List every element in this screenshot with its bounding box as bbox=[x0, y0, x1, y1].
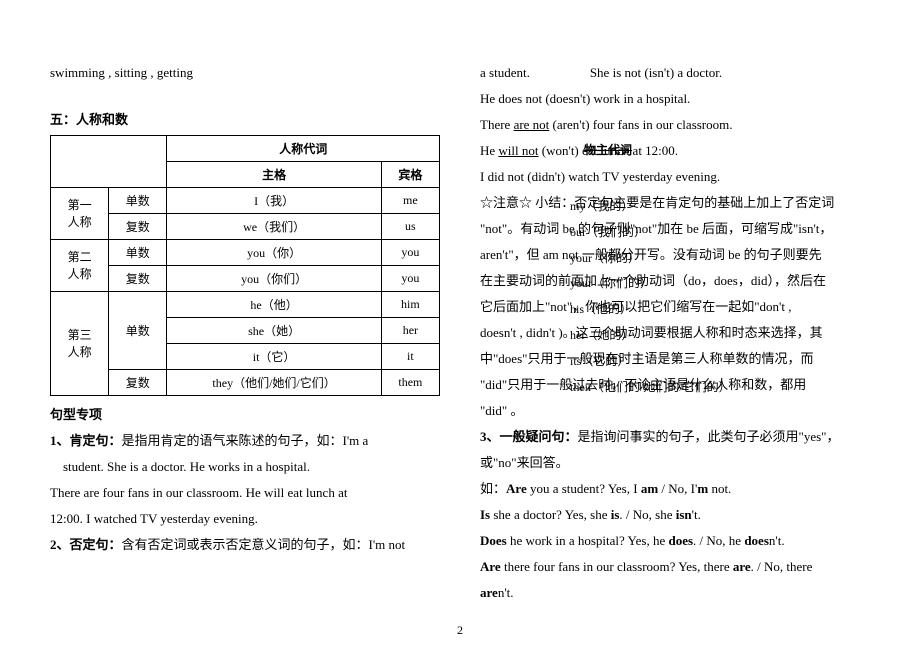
cell-i: I（我） bbox=[167, 187, 381, 213]
pronoun-table: 人称代词 主格 宾格 第一人称 单数 I（我） me 复数 we（我们） us … bbox=[50, 135, 440, 396]
cell-you-s: you（你） bbox=[167, 239, 381, 265]
possessive-cell: his（他的） bbox=[570, 297, 731, 323]
second-person-label: 第二人称 bbox=[51, 239, 109, 291]
pronoun-header: 人称代词 bbox=[167, 135, 440, 161]
cell-she: she（她） bbox=[167, 317, 381, 343]
section-five-heading: 五：人称和数 bbox=[50, 107, 440, 133]
negative-line: 2、否定句：含有否定词或表示否定意义词的句子，如：I'm not bbox=[50, 532, 440, 558]
neg-example: There are not (aren't) four fans in our … bbox=[480, 112, 870, 138]
gerund-examples: swimming , sitting , getting bbox=[50, 60, 440, 86]
subject-case-header: 主格 bbox=[167, 161, 381, 187]
plural-label: 复数 bbox=[109, 213, 167, 239]
affirmative-line: There are four fans in our classroom. He… bbox=[50, 480, 440, 506]
cell-you-so: you bbox=[381, 239, 439, 265]
possessive-cell: their（他们的/她们的/它们的） bbox=[570, 375, 731, 401]
singular-label: 单数 bbox=[109, 187, 167, 213]
note-line: "did" 。 bbox=[480, 398, 870, 424]
affirmative-line: 1、肯定句：是指用肯定的语气来陈述的句子，如：I'm a bbox=[50, 428, 440, 454]
possessive-cell: our（我们的） bbox=[570, 220, 731, 246]
third-person-label: 第三人称 bbox=[51, 291, 109, 395]
question-example: Are there four fans in our classroom? Ye… bbox=[480, 554, 870, 580]
first-person-label: 第一人称 bbox=[51, 187, 109, 239]
cell-he: he（他） bbox=[167, 291, 381, 317]
possessive-overlay: 物主代词 bbox=[508, 138, 708, 164]
plural-label: 复数 bbox=[109, 369, 167, 395]
cell-they: they（他们/她们/它们） bbox=[167, 369, 381, 395]
object-case-header: 宾格 bbox=[381, 161, 439, 187]
cell-us: us bbox=[381, 213, 439, 239]
question-example: Does he work in a hospital? Yes, he does… bbox=[480, 528, 870, 554]
affirmative-line: 12:00. I watched TV yesterday evening. bbox=[50, 506, 440, 532]
question-intro: 或"no"来回答。 bbox=[480, 450, 870, 476]
cell-them: them bbox=[381, 369, 439, 395]
possessive-cell: your（你们的） bbox=[570, 271, 731, 297]
possessive-header: 物主代词 bbox=[508, 138, 708, 164]
cell-me: me bbox=[381, 187, 439, 213]
singular-label: 单数 bbox=[109, 291, 167, 369]
possessive-overlay: my（我的） our（我们的） your（你的） your（你们的） his（他… bbox=[570, 194, 731, 400]
possessive-cell: my（我的） bbox=[570, 194, 731, 220]
cell-her: her bbox=[381, 317, 439, 343]
singular-label: 单数 bbox=[109, 239, 167, 265]
affirmative-line: student. She is a doctor. He works in a … bbox=[50, 454, 440, 480]
question-intro: 3、一般疑问句：是指询问事实的句子，此类句子必须用"yes"， bbox=[480, 424, 870, 450]
possessive-cell: your（你的） bbox=[570, 246, 731, 272]
cell-ito: it bbox=[381, 343, 439, 369]
page-number: 2 bbox=[457, 623, 463, 638]
sentence-section-heading: 句型专项 bbox=[50, 402, 440, 428]
possessive-cell: her（她的） bbox=[570, 323, 731, 349]
neg-example: a student.She is not (isn't) a doctor. bbox=[480, 60, 870, 86]
cell-we: we（我们） bbox=[167, 213, 381, 239]
question-example: aren't. bbox=[480, 580, 870, 606]
cell-you-po: you bbox=[381, 265, 439, 291]
possessive-cell: its（它的） bbox=[570, 349, 731, 375]
cell-you-p: you（你们） bbox=[167, 265, 381, 291]
question-example: 如：Are you a student? Yes, I am / No, I'm… bbox=[480, 476, 870, 502]
cell-it: it（它） bbox=[167, 343, 381, 369]
plural-label: 复数 bbox=[109, 265, 167, 291]
question-example: Is she a doctor? Yes, she is. / No, she … bbox=[480, 502, 870, 528]
cell-him: him bbox=[381, 291, 439, 317]
neg-example: He does not (doesn't) work in a hospital… bbox=[480, 86, 870, 112]
neg-example: I did not (didn't) watch TV yesterday ev… bbox=[480, 164, 870, 190]
